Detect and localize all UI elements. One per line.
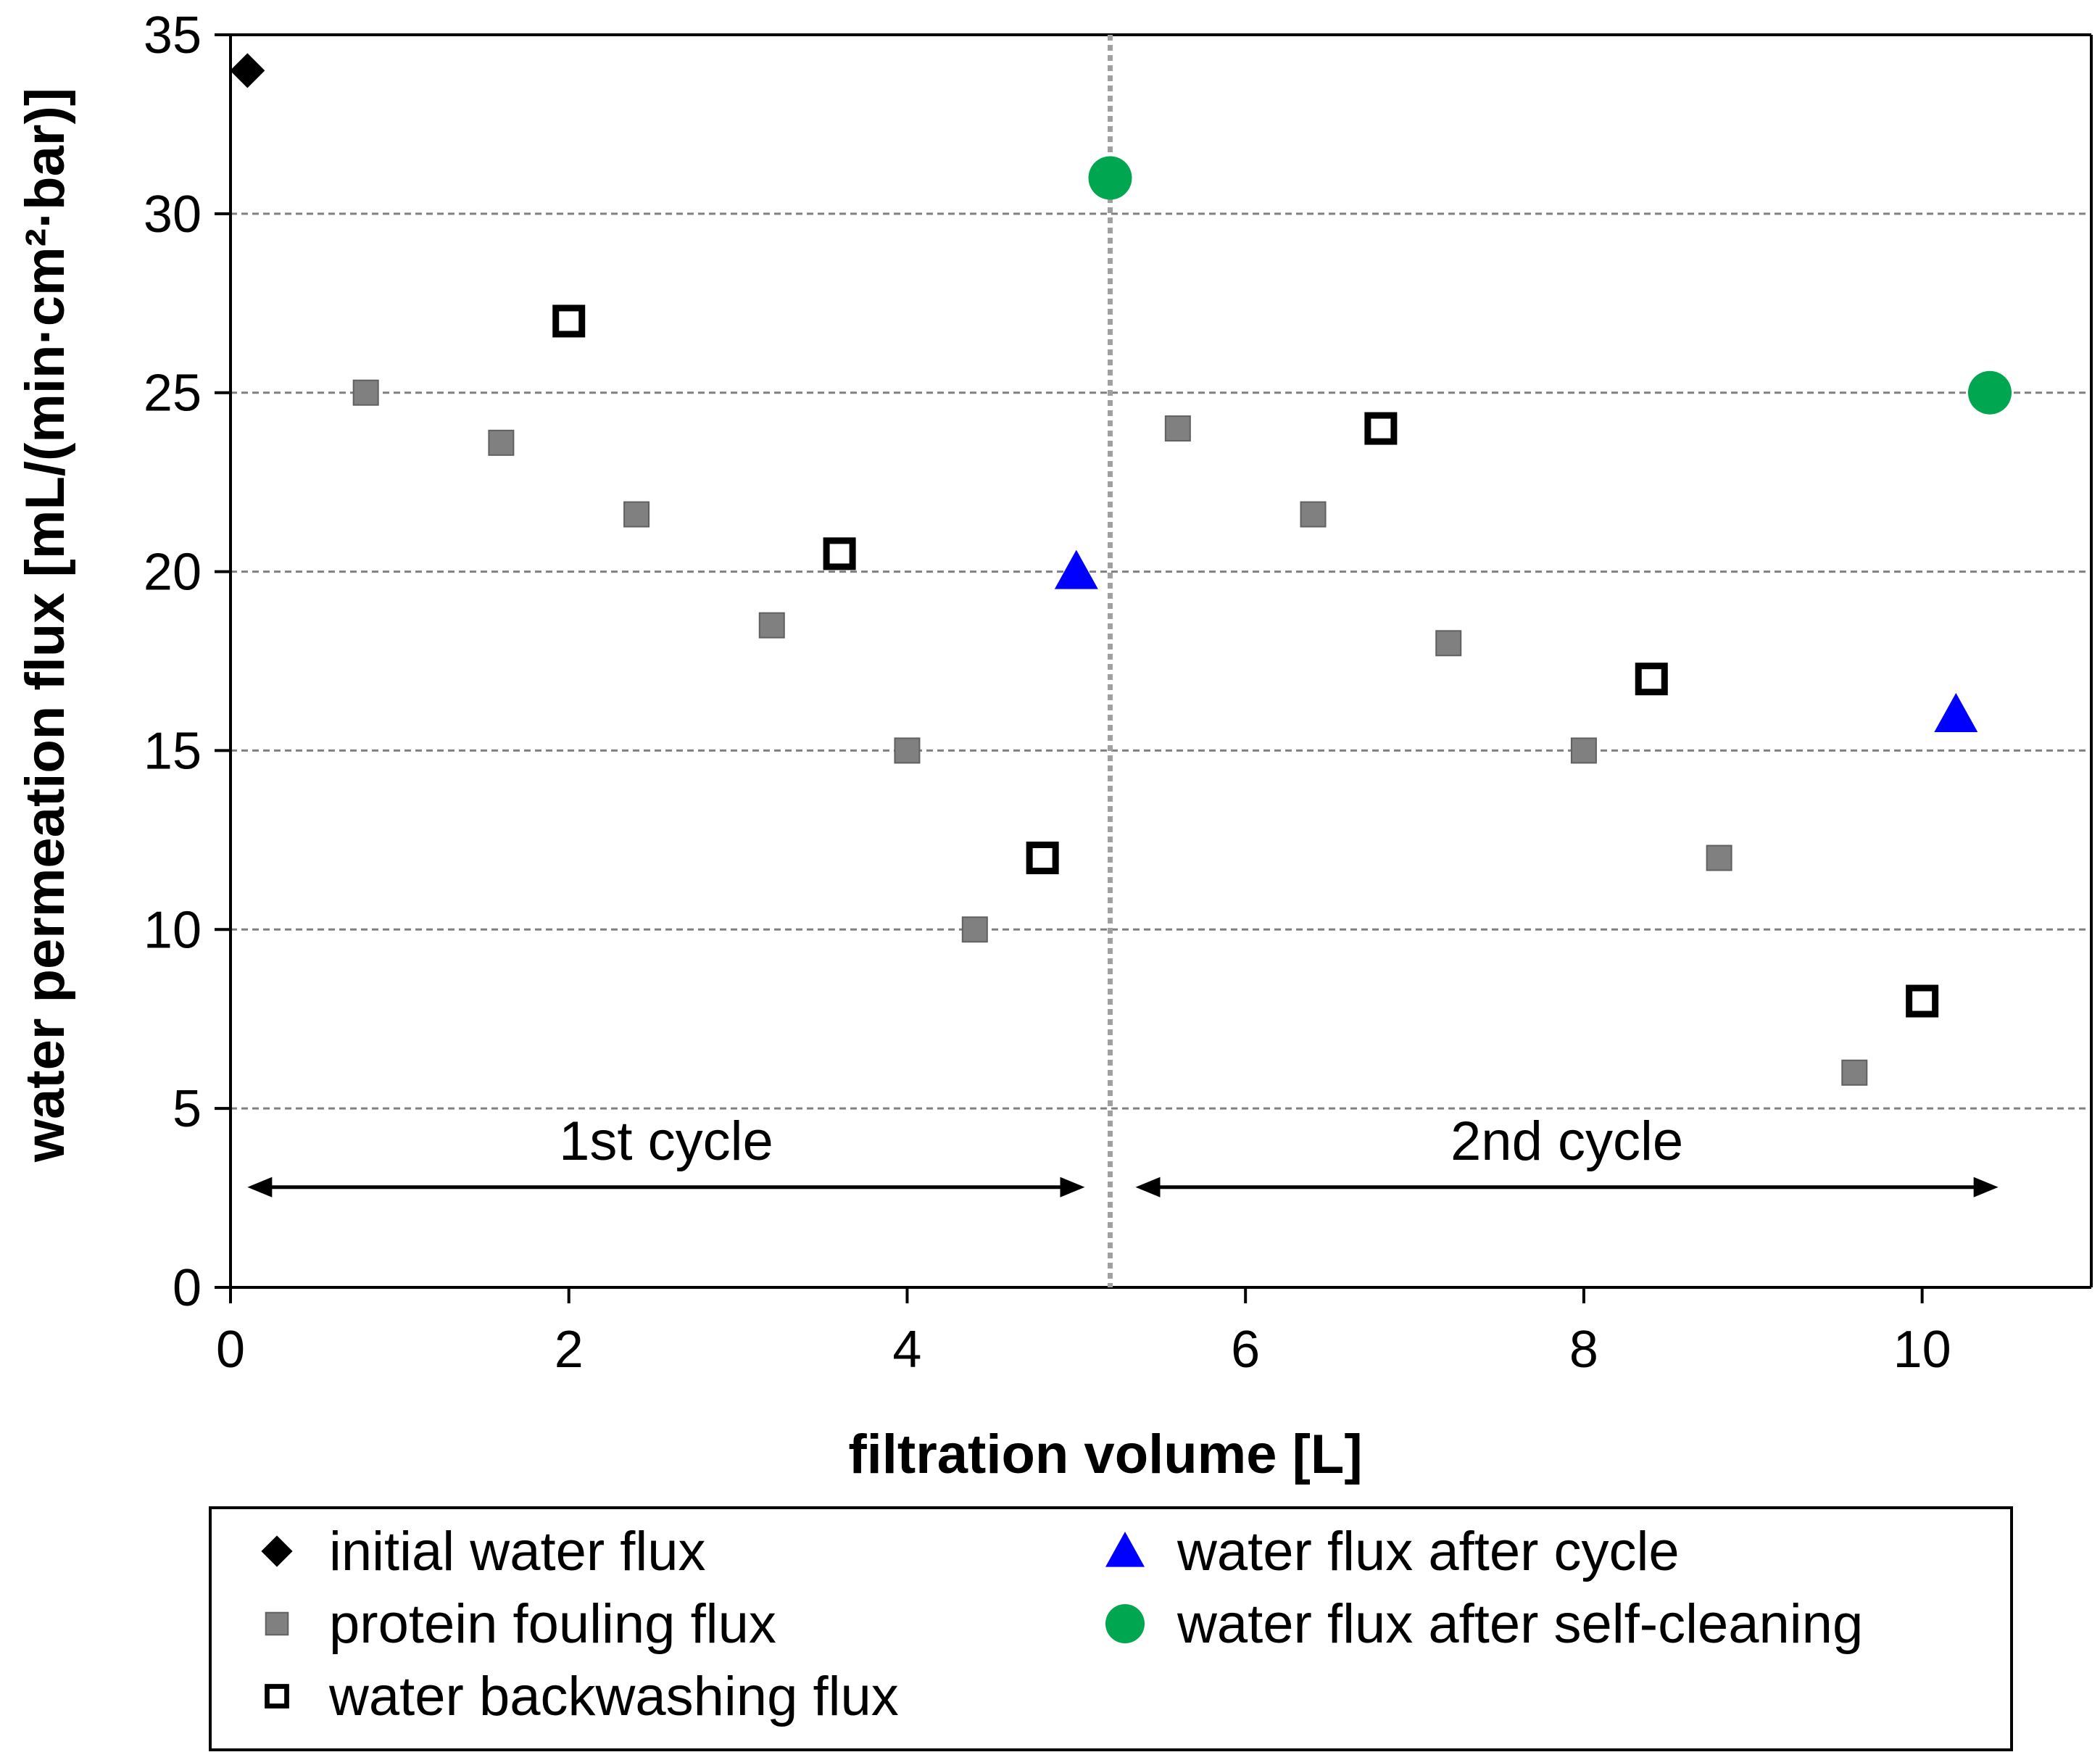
legend-item-protein-fouling-flux: protein fouling flux bbox=[265, 1593, 776, 1655]
legend-item-water-flux-after-cycle: water flux after cycle bbox=[1105, 1521, 1680, 1582]
point-water-flux-after-cycle-0 bbox=[1054, 549, 1098, 589]
point-water-backwashing-flux-4 bbox=[1635, 663, 1668, 696]
point-water-backwashing-flux-5 bbox=[1906, 984, 1939, 1018]
y-tick-label: 0 bbox=[173, 1259, 202, 1317]
legend-item-initial-water-flux: initial water flux bbox=[261, 1521, 706, 1582]
x-tick-label: 0 bbox=[216, 1321, 245, 1379]
arrowhead-right bbox=[1060, 1176, 1085, 1197]
arrowhead-left bbox=[247, 1176, 273, 1197]
point-protein-fouling-flux-3 bbox=[758, 612, 785, 639]
point-water-backwashing-flux-1 bbox=[823, 537, 856, 570]
y-tick-label: 25 bbox=[144, 365, 202, 423]
point-protein-fouling-flux-11 bbox=[1841, 1059, 1868, 1086]
x-axis-title: filtration volume [L] bbox=[848, 1424, 1362, 1485]
y-tick-label: 15 bbox=[144, 722, 202, 780]
y-tick-label: 30 bbox=[144, 186, 202, 244]
axes: 0 5 10 15 20 25 30 35 0 2 4 6 8 10 bbox=[144, 7, 2093, 1379]
point-water-flux-after-self-cleaning-1 bbox=[1967, 370, 2012, 415]
legend-label: protein fouling flux bbox=[329, 1593, 776, 1655]
y-tick-label: 5 bbox=[173, 1080, 202, 1138]
legend-label: water backwashing flux bbox=[328, 1666, 899, 1727]
point-protein-fouling-flux-10 bbox=[1706, 844, 1732, 871]
y-axis-title: water permeation flux [mL/(min·cm²·bar)] bbox=[14, 88, 76, 1163]
point-water-backwashing-flux-3 bbox=[1364, 412, 1398, 445]
y-tick-label: 10 bbox=[144, 901, 202, 959]
point-protein-fouling-flux-2 bbox=[623, 501, 650, 528]
x-tick-label: 10 bbox=[1893, 1321, 1951, 1379]
gridlines bbox=[231, 33, 2091, 1110]
point-water-flux-after-cycle-1 bbox=[1934, 693, 1978, 733]
point-water-flux-after-self-cleaning-0 bbox=[1088, 156, 1132, 200]
legend: initial water flux protein fouling flux wa… bbox=[209, 1506, 2013, 1751]
legend-label: initial water flux bbox=[329, 1521, 706, 1582]
x-tick-label: 8 bbox=[1569, 1321, 1598, 1379]
legend-marker-water-flux-after-self-cleaning bbox=[1105, 1604, 1145, 1643]
point-initial-water-flux-0 bbox=[230, 53, 265, 88]
data-points bbox=[230, 53, 2012, 1086]
arrowhead-left bbox=[1135, 1176, 1161, 1197]
y-tick-label: 20 bbox=[144, 544, 202, 602]
legend-label: water flux after self-cleaning bbox=[1176, 1593, 1863, 1655]
x-tick-label: 4 bbox=[892, 1321, 921, 1379]
legend-label: water flux after cycle bbox=[1176, 1521, 1680, 1582]
x-tick-label: 2 bbox=[555, 1321, 584, 1379]
cycle-label: 2nd cycle bbox=[1451, 1111, 1683, 1172]
legend-item-water-backwashing-flux: water backwashing flux bbox=[265, 1666, 899, 1727]
legend-marker-water-flux-after-cycle bbox=[1105, 1532, 1145, 1567]
point-protein-fouling-flux-4 bbox=[894, 737, 921, 764]
cycle-label: 1st cycle bbox=[559, 1111, 773, 1172]
point-water-backwashing-flux-2 bbox=[1026, 842, 1059, 875]
y-tick-label: 35 bbox=[144, 7, 202, 65]
legend-marker-protein-fouling-flux bbox=[265, 1611, 289, 1636]
point-protein-fouling-flux-7 bbox=[1300, 501, 1327, 528]
legend-marker-water-backwashing-flux bbox=[265, 1684, 289, 1709]
point-protein-fouling-flux-1 bbox=[488, 429, 515, 456]
legend-marker-initial-water-flux bbox=[261, 1535, 293, 1567]
arrowhead-right bbox=[1973, 1176, 1999, 1197]
point-protein-fouling-flux-8 bbox=[1435, 630, 1462, 657]
cycle-annotations: 1st cycle 2nd cycle bbox=[247, 1111, 1999, 1197]
point-water-backwashing-flux-0 bbox=[552, 304, 586, 338]
point-protein-fouling-flux-6 bbox=[1164, 415, 1191, 442]
point-protein-fouling-flux-5 bbox=[961, 916, 988, 943]
point-protein-fouling-flux-9 bbox=[1570, 737, 1597, 764]
legend-item-water-flux-after-self-cleaning: water flux after self-cleaning bbox=[1105, 1593, 1863, 1655]
x-tick-label: 6 bbox=[1231, 1321, 1260, 1379]
point-protein-fouling-flux-0 bbox=[352, 379, 379, 406]
